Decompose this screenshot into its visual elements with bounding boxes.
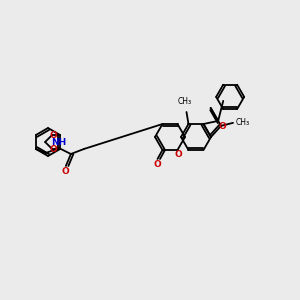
- Text: CH₃: CH₃: [177, 97, 191, 106]
- Text: CH₃: CH₃: [236, 118, 250, 127]
- Text: O: O: [61, 167, 69, 176]
- Text: O: O: [175, 151, 182, 160]
- Text: O: O: [50, 145, 58, 154]
- Text: NH: NH: [51, 138, 67, 147]
- Text: O: O: [218, 122, 226, 131]
- Text: O: O: [50, 130, 58, 140]
- Text: O: O: [154, 160, 161, 169]
